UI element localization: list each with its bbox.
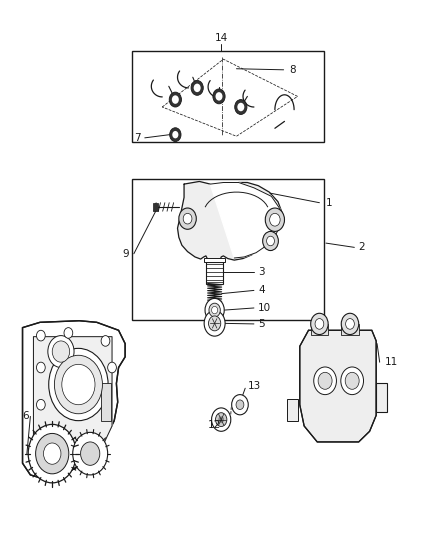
Text: 5: 5 [258, 319, 265, 329]
Text: 14: 14 [215, 33, 228, 43]
Circle shape [64, 328, 73, 338]
Circle shape [235, 100, 247, 115]
Circle shape [172, 131, 178, 139]
Circle shape [318, 372, 332, 389]
Circle shape [265, 208, 285, 231]
Bar [204, 258, 225, 262]
Polygon shape [300, 330, 376, 442]
Circle shape [270, 213, 280, 226]
Bar [152, 203, 158, 211]
Circle shape [183, 213, 192, 224]
Circle shape [62, 365, 95, 405]
Circle shape [36, 330, 45, 341]
Bar [311, 324, 328, 335]
Circle shape [232, 394, 248, 415]
Circle shape [209, 303, 220, 317]
Circle shape [213, 89, 225, 104]
Circle shape [219, 417, 223, 422]
Circle shape [169, 92, 181, 107]
Circle shape [28, 424, 76, 483]
Text: 7: 7 [134, 133, 141, 143]
Circle shape [346, 319, 354, 329]
Circle shape [48, 336, 74, 368]
Text: 8: 8 [289, 65, 296, 75]
Circle shape [215, 92, 223, 101]
Text: 1: 1 [326, 198, 332, 208]
Circle shape [81, 442, 100, 465]
Bar [206, 262, 223, 284]
Circle shape [205, 298, 224, 322]
Circle shape [212, 408, 231, 431]
Circle shape [172, 95, 179, 104]
Circle shape [170, 128, 181, 142]
Circle shape [194, 84, 201, 92]
Text: 9: 9 [123, 249, 130, 259]
Text: 10: 10 [258, 303, 272, 313]
Text: 13: 13 [247, 381, 261, 391]
Circle shape [208, 316, 221, 331]
Polygon shape [177, 181, 283, 262]
Polygon shape [287, 399, 297, 421]
Circle shape [204, 311, 225, 336]
Circle shape [54, 356, 102, 414]
Circle shape [36, 362, 45, 373]
Bar [132, 179, 324, 320]
Circle shape [212, 306, 218, 314]
Circle shape [215, 413, 227, 426]
Circle shape [108, 362, 117, 373]
Circle shape [101, 336, 110, 346]
Polygon shape [210, 182, 283, 258]
Circle shape [236, 400, 244, 409]
Circle shape [179, 208, 196, 229]
Circle shape [315, 319, 324, 329]
Text: 2: 2 [359, 243, 365, 252]
Circle shape [341, 367, 364, 394]
Circle shape [73, 432, 108, 475]
Circle shape [237, 103, 244, 111]
Circle shape [191, 80, 203, 95]
Text: 12: 12 [208, 420, 221, 430]
Bar [101, 383, 111, 421]
Text: 4: 4 [258, 286, 265, 295]
Circle shape [345, 372, 359, 389]
Circle shape [36, 399, 45, 410]
Circle shape [341, 313, 359, 335]
Circle shape [43, 443, 61, 464]
Circle shape [311, 313, 328, 335]
Circle shape [263, 231, 279, 251]
Polygon shape [376, 383, 387, 412]
Circle shape [267, 236, 275, 246]
Circle shape [52, 341, 70, 362]
Polygon shape [22, 321, 125, 479]
Text: 6: 6 [22, 411, 29, 422]
Text: 3: 3 [258, 267, 265, 277]
Polygon shape [33, 337, 112, 454]
Circle shape [49, 349, 108, 421]
Circle shape [35, 433, 69, 474]
Text: 11: 11 [385, 357, 398, 367]
Bar [132, 51, 324, 142]
Circle shape [314, 367, 336, 394]
Bar [341, 324, 359, 335]
